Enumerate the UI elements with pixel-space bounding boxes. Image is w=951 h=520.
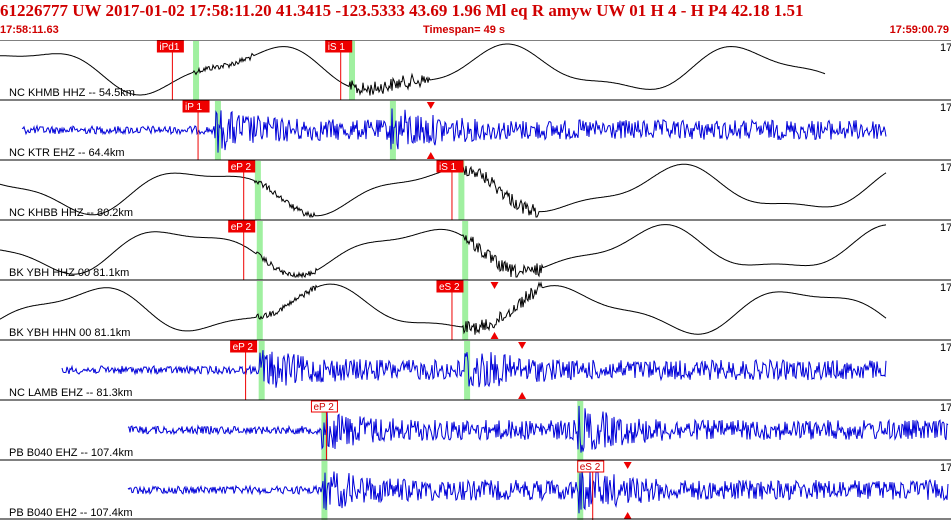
channel-label: PB B040 EH2 -- 107.4km [9, 507, 133, 519]
channel-row[interactable]: iP 1 NC KTR EHZ -- 64.4km 17 [0, 99, 951, 160]
arrival-marker-up [623, 512, 632, 519]
pick-label: eP 2 [231, 222, 252, 233]
scale-label: 17 [940, 402, 951, 414]
channel-row[interactable]: eS 2 PB B040 EH2 -- 107.4km 17 [0, 459, 951, 520]
channel-label: NC KHMB HHZ -- 54.5km [9, 87, 135, 99]
phase-pick[interactable]: eP 2 [228, 220, 256, 280]
arrival-marker-up [518, 392, 527, 399]
phase-pick[interactable]: eP 2 [228, 160, 256, 220]
phase-window [256, 281, 263, 340]
pick-label: eP 2 [231, 162, 252, 173]
waveform [0, 43, 826, 97]
scale-label: 17 [940, 42, 951, 54]
channel-row[interactable]: eP 2 BK YBH HHZ 00 81.1km 17 [0, 219, 951, 280]
pick-box [577, 460, 605, 473]
pick-box [436, 160, 464, 173]
waveform [21, 108, 887, 153]
phase-pick[interactable]: eP 2 [310, 400, 338, 460]
pick-box [228, 160, 256, 173]
arrival-marker-down [518, 342, 527, 349]
end-time: 17:59:00.79 [889, 24, 949, 36]
channel-row[interactable]: eP 2 NC LAMB EHZ -- 81.3km 17 [0, 339, 951, 400]
phase-window [462, 221, 469, 280]
phase-pick[interactable]: iPd1 [156, 40, 184, 100]
seismogram-panel[interactable]: iPd1 iS 1 NC KHMB HHZ -- 54.5km 17 iP 1 NC KT… [0, 40, 951, 520]
pick-box [310, 400, 338, 413]
pick-label: iS 1 [328, 42, 346, 53]
waveform [61, 350, 887, 388]
waveform [0, 224, 887, 279]
scale-label: 17 [940, 162, 951, 174]
arrival-marker-down [426, 102, 435, 109]
pick-label: eS 2 [580, 462, 601, 473]
scale-label: 17 [940, 102, 951, 114]
phase-window [256, 221, 263, 280]
channel-label: BK YBH HHZ 00 81.1km [9, 267, 129, 279]
phase-window [193, 41, 200, 100]
phase-pick[interactable]: iP 1 [182, 100, 210, 160]
pick-box [156, 40, 184, 53]
pick-label: iS 1 [439, 162, 457, 173]
phase-pick[interactable]: iS 1 [436, 160, 464, 220]
arrival-marker-up [490, 332, 499, 339]
phase-window [258, 341, 265, 400]
channel-row[interactable]: eP 2 iS 1 NC KHBB HHZ -- 80.2km 17 [0, 159, 951, 220]
channel-label: NC KTR EHZ -- 64.4km [9, 147, 125, 159]
scale-label: 17 [940, 222, 951, 234]
phase-window [349, 41, 356, 100]
scale-label: 17 [940, 462, 951, 474]
pick-box [228, 220, 256, 233]
channel-label: PB B040 EHZ -- 107.4km [9, 447, 133, 459]
arrival-marker-down [490, 282, 499, 289]
event-header: 61226777 UW 2017-01-02 17:58:11.20 41.34… [0, 0, 951, 38]
channel-row[interactable]: eS 2 BK YBH HHN 00 81.1km 17 [0, 279, 951, 340]
channel-row[interactable]: iPd1 iS 1 NC KHMB HHZ -- 54.5km 17 [0, 40, 951, 100]
pick-label: eS 2 [439, 282, 460, 293]
phase-window [462, 281, 469, 340]
phase-pick[interactable]: eP 2 [230, 340, 258, 400]
waveform [0, 281, 887, 335]
pick-box [436, 280, 464, 293]
phase-window [464, 341, 471, 400]
scale-label: 17 [940, 342, 951, 354]
timespan-readout: Timespan= 49 s [423, 24, 506, 36]
pick-box [230, 340, 258, 353]
phase-pick[interactable]: eS 2 [577, 460, 605, 520]
waveform [127, 405, 949, 453]
channel-label: NC KHBB HHZ -- 80.2km [9, 207, 133, 219]
pick-box [325, 40, 353, 53]
pick-label: eP 2 [313, 402, 334, 413]
pick-label: eP 2 [233, 342, 254, 353]
waveform [127, 470, 949, 514]
event-title: 61226777 UW 2017-01-02 17:58:11.20 41.34… [0, 1, 804, 20]
channel-label: NC LAMB EHZ -- 81.3km [9, 387, 132, 399]
channel-label: BK YBH HHN 00 81.1km [9, 327, 130, 339]
phase-window [458, 161, 465, 220]
start-time: 17:58:11.63 [0, 24, 59, 36]
arrival-marker-down [623, 462, 632, 469]
pick-box [182, 100, 210, 113]
phase-pick[interactable]: eS 2 [436, 280, 464, 340]
phase-pick[interactable]: iS 1 [325, 40, 353, 100]
channel-row[interactable]: eP 2 PB B040 EHZ -- 107.4km 17 [0, 399, 951, 460]
scale-label: 17 [940, 282, 951, 294]
phase-window [254, 161, 261, 220]
pick-label: iP 1 [185, 102, 202, 113]
arrival-marker-up [426, 152, 435, 159]
pick-label: iPd1 [159, 42, 179, 53]
